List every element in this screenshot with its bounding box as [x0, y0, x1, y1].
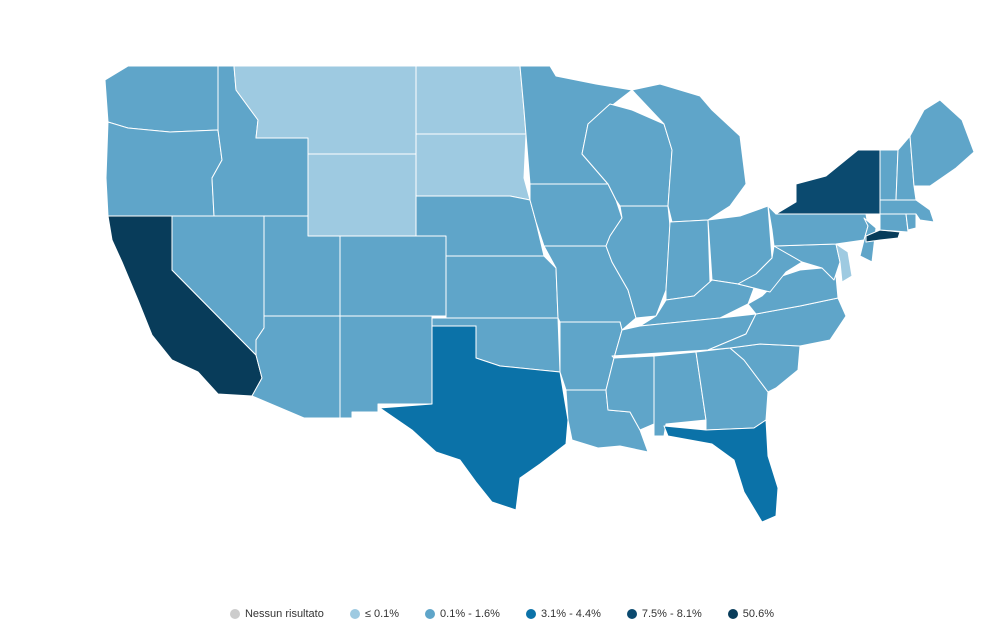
state-ri[interactable] [905, 213, 917, 231]
legend-swatch [525, 609, 536, 619]
state-me[interactable] [909, 99, 975, 187]
legend-item: 0.1% - 1.6% [425, 608, 500, 620]
map-svg [104, 65, 975, 523]
map-legend: Nessun risultato ≤ 0.1% 0.1% - 1.6% 3.1% - … [0, 604, 1004, 624]
legend-label: Nessun risultato [244, 608, 324, 620]
state-tx[interactable] [379, 325, 569, 511]
legend-swatch [229, 609, 240, 619]
state-or[interactable] [105, 121, 223, 217]
state-ny[interactable] [775, 149, 881, 215]
legend-label: 50.6% [742, 608, 774, 620]
state-de[interactable] [835, 243, 853, 283]
state-wy[interactable] [307, 153, 417, 237]
state-co[interactable] [339, 235, 447, 317]
legend-label: ≤ 0.1% [364, 608, 400, 620]
legend-label: 3.1% - 4.4% [540, 608, 601, 620]
state-fl[interactable] [663, 419, 779, 523]
state-sd[interactable] [415, 133, 531, 201]
us-choropleth-map [104, 65, 975, 523]
state-nd[interactable] [415, 65, 527, 135]
state-ia[interactable] [529, 183, 623, 247]
legend-item: ≤ 0.1% [349, 608, 400, 620]
legend-label: 7.5% - 8.1% [641, 608, 702, 620]
state-nm[interactable] [339, 315, 433, 419]
legend-swatch [349, 609, 360, 619]
state-wa[interactable] [104, 65, 219, 133]
state-ct[interactable] [879, 213, 909, 233]
legend-label: 0.1% - 1.6% [440, 608, 500, 620]
legend-item: 50.6% [727, 608, 774, 620]
legend-swatch [727, 609, 738, 619]
legend-swatch [425, 609, 436, 619]
legend-item: Nessun risultato [229, 608, 324, 620]
state-vt[interactable] [879, 149, 899, 201]
state-az[interactable] [251, 315, 341, 419]
legend-item: 3.1% - 4.4% [525, 608, 601, 620]
state-ks[interactable] [445, 255, 559, 319]
state-ma[interactable] [879, 199, 935, 223]
legend-swatch [626, 609, 637, 619]
state-mi[interactable] [631, 83, 747, 223]
legend-item: 7.5% - 8.1% [626, 608, 702, 620]
